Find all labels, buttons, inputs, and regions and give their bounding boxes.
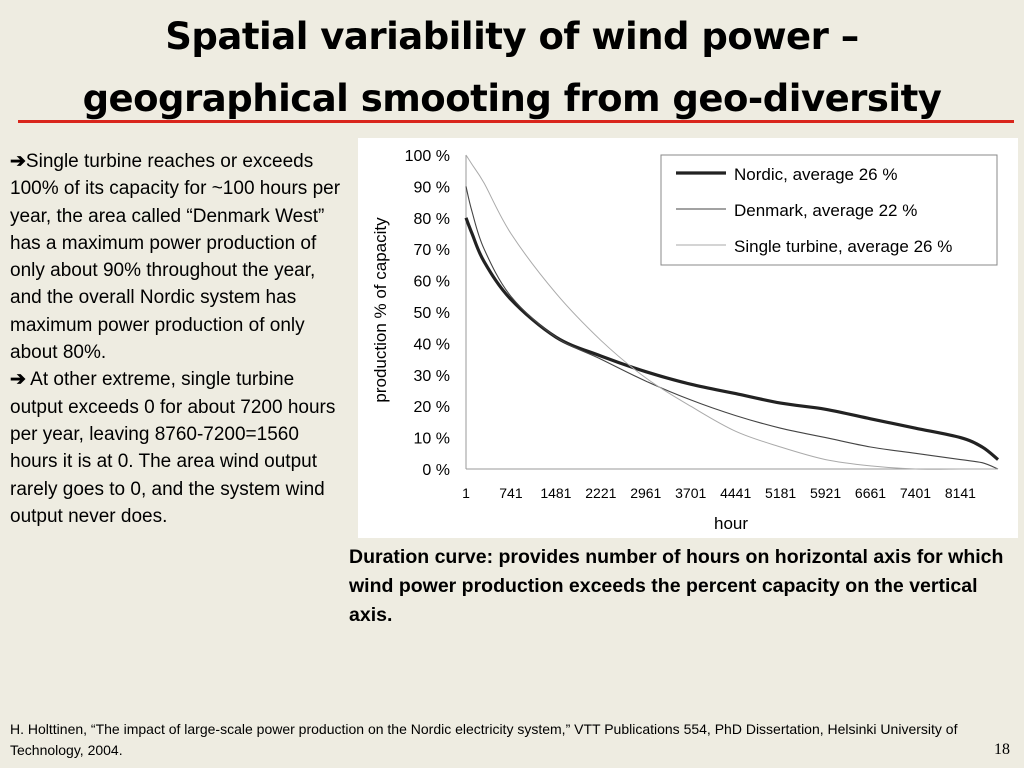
y-tick-label: 90 % — [414, 179, 450, 196]
y-tick-label: 70 % — [414, 242, 450, 259]
title-underline — [18, 120, 1014, 123]
x-tick-label: 1481 — [540, 485, 571, 501]
page-number: 18 — [994, 741, 1010, 758]
y-tick-label: 100 % — [405, 148, 450, 165]
bullet-2-text: At other extreme, single turbine output … — [10, 369, 336, 527]
x-axis-label: hour — [714, 514, 748, 533]
bullet-1-text: Single turbine reaches or exceeds 100% o… — [10, 151, 341, 364]
y-tick-label: 10 % — [414, 431, 450, 448]
bullet-text: ➔Single turbine reaches or exceeds 100% … — [10, 148, 348, 530]
x-tick-label: 2221 — [585, 485, 616, 501]
legend-label: Single turbine, average 26 % — [734, 237, 952, 256]
title-line-2: geographical smooting from geo-diversity — [82, 77, 942, 120]
y-tick-label: 20 % — [414, 399, 450, 416]
y-tick-label: 40 % — [414, 336, 450, 353]
x-tick-label: 4441 — [720, 485, 751, 501]
x-tick-label: 5181 — [765, 485, 796, 501]
chart-caption: Duration curve: provides number of hours… — [349, 546, 1004, 626]
arrow-right-icon: ➔ — [10, 151, 26, 172]
x-tick-label: 5921 — [810, 485, 841, 501]
series-line-1 — [465, 186, 999, 470]
bullet-2: ➔ At other extreme, single turbine outpu… — [10, 366, 348, 530]
x-tick-label: 8141 — [945, 485, 976, 501]
duration-curve-chart: 0 % 10 % 20 % 30 % 40 % 50 % 60 % 70 % 80 % 90 % 1… — [358, 138, 1018, 538]
y-tick-label: 0 % — [422, 462, 450, 479]
y-tick-label: 50 % — [414, 305, 450, 322]
x-tick-label: 2961 — [630, 485, 661, 501]
bullet-1: ➔Single turbine reaches or exceeds 100% … — [10, 148, 348, 366]
chart-svg: 0 % 10 % 20 % 30 % 40 % 50 % 60 % 70 % 80 % 90 % 1… — [371, 148, 1000, 533]
slide-title: Spatial variability of wind power – geog… — [0, 6, 1024, 130]
x-tick-label: 1 — [462, 485, 470, 501]
x-tick-label: 741 — [499, 485, 523, 501]
series-line-2 — [465, 154, 998, 470]
series-line-0 — [464, 217, 1000, 461]
title-line-1: Spatial variability of wind power – — [165, 15, 859, 58]
arrow-right-icon: ➔ — [10, 369, 26, 391]
x-tick-label: 6661 — [855, 485, 886, 501]
legend-label: Denmark, average 22 % — [734, 201, 917, 220]
legend-label: Nordic, average 26 % — [734, 165, 897, 184]
x-tick-label: 7401 — [900, 485, 931, 501]
y-tick-label: 60 % — [414, 274, 450, 291]
y-tick-label: 80 % — [414, 211, 450, 228]
y-axis-label: production % of capacity — [371, 217, 390, 403]
citation-footer: H. Holttinen, “The impact of large-scale… — [10, 721, 958, 758]
y-tick-label: 30 % — [414, 368, 450, 385]
x-tick-label: 3701 — [675, 485, 706, 501]
